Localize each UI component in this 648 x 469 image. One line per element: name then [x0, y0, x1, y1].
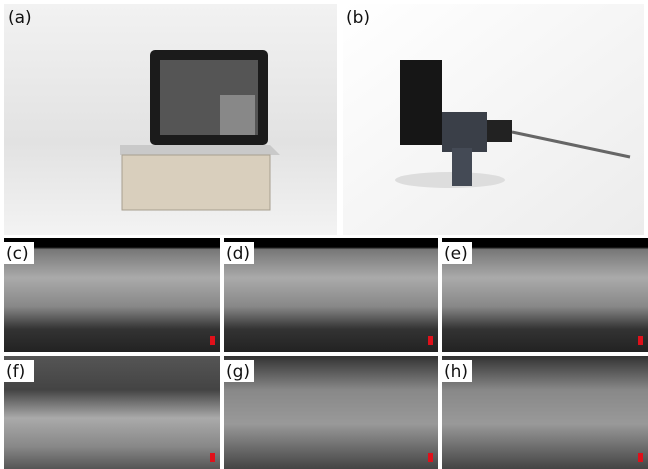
panel-label: (a): [8, 8, 32, 28]
panel-label: (d): [226, 244, 250, 264]
probe: [220, 95, 255, 135]
scale-bar: [210, 453, 215, 462]
block: [442, 112, 487, 152]
scale-bar: [638, 336, 643, 345]
figure: (a) (b) (c) (d) (e) (f) (g) (h): [0, 0, 648, 469]
photo-b: [343, 4, 644, 235]
panel-label: (c): [6, 244, 29, 264]
speckle: [224, 356, 438, 469]
panel-label: (b): [346, 8, 370, 28]
mount: [400, 60, 442, 145]
speckle: [4, 238, 220, 352]
handle: [452, 148, 472, 186]
speckle: [224, 238, 438, 352]
panel-label: (h): [444, 362, 468, 382]
speckle: [4, 356, 220, 469]
connector: [487, 120, 512, 142]
panel-label: (f): [6, 362, 25, 382]
scale-bar: [638, 453, 643, 462]
scale-bar: [428, 453, 433, 462]
page: (a) (b) (c)(d)(e)(f)(g)(h) (() => { cons…: [0, 0, 648, 469]
oct-panels: (c) (d) (e) (f) (g) (h): [4, 238, 648, 469]
speckle: [442, 238, 648, 352]
laptop-base: [120, 145, 280, 155]
device-box: [122, 155, 270, 210]
scale-bar: [210, 336, 215, 345]
speckle: [442, 356, 648, 469]
panel-label: (g): [226, 362, 250, 382]
panel-label: (e): [444, 244, 468, 264]
scale-bar: [428, 336, 433, 345]
shadow: [395, 172, 505, 188]
